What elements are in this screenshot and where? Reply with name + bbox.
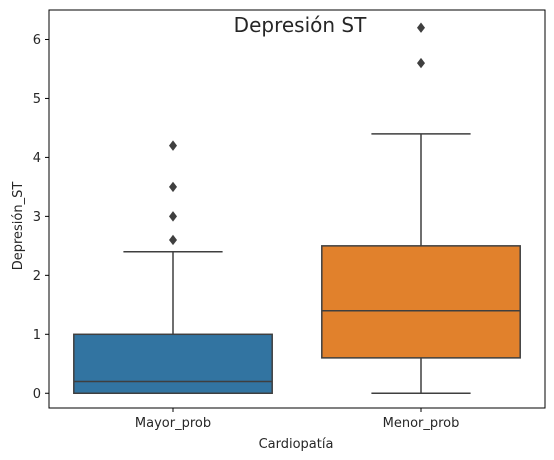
outlier-point [169, 181, 177, 193]
plot-frame [48, 9, 546, 409]
x-tick-label: Mayor_prob [135, 416, 211, 431]
y-tick-label: 0 [33, 387, 41, 402]
y-tick-label: 5 [33, 92, 41, 107]
outlier-point [169, 211, 177, 222]
y-tick-label: 2 [33, 269, 41, 284]
outlier-point [417, 57, 425, 69]
x-axis-label: Cardiopatía [259, 437, 334, 452]
box-Menor_prob [321, 245, 521, 359]
plot-area: 0 1 2 3 4 5 6 Mayor_prob Menor_prob [33, 9, 546, 431]
chart-title: Depresión ST [234, 13, 367, 37]
x-tick-label: Menor_prob [383, 416, 460, 431]
y-axis-label: Depresión_ST [11, 182, 26, 271]
y-tick-label: 4 [33, 151, 41, 166]
box-Mayor_prob [73, 333, 273, 395]
outlier-point [417, 22, 425, 33]
outlier-point [169, 234, 177, 246]
y-tick-label: 3 [33, 210, 41, 225]
y-tick-label: 6 [33, 33, 41, 48]
outlier-point [169, 140, 177, 151]
y-tick-label: 1 [33, 328, 41, 343]
